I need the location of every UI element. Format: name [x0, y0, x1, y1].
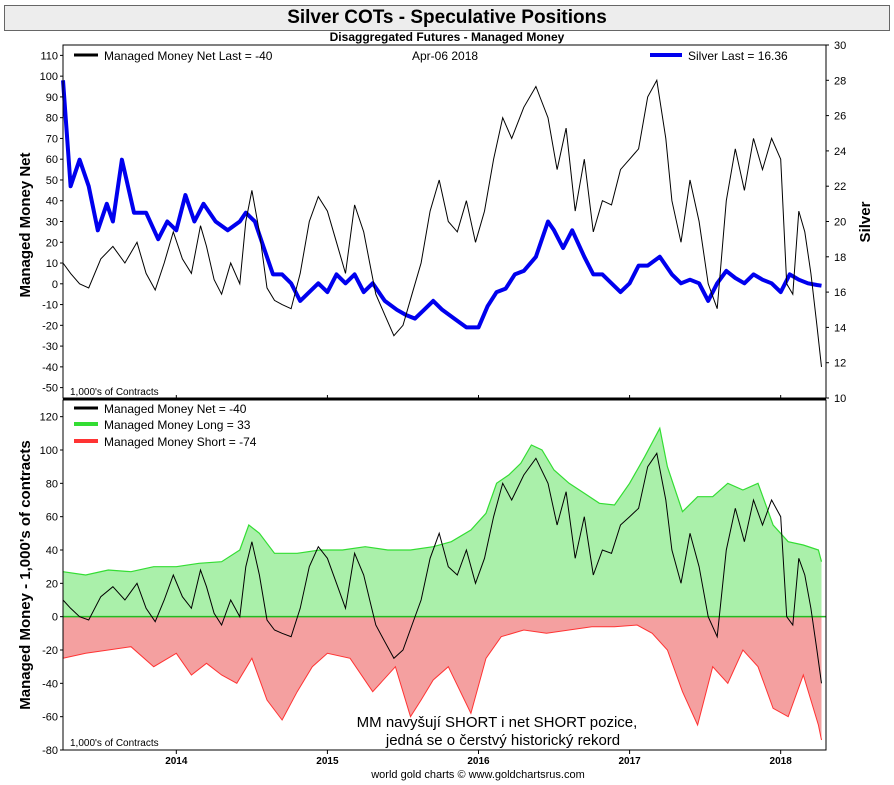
bottom-tick-label: -20: [42, 645, 58, 657]
top-right-tick-label: 24: [834, 146, 846, 158]
bottom-plot: [62, 426, 826, 741]
top-right-tick-label: 18: [834, 252, 846, 264]
bottom-tick-label: -80: [42, 745, 58, 757]
top-left-tick-label: 20: [46, 237, 58, 249]
top-right-tick-label: 10: [834, 393, 846, 405]
footer-credit: world gold charts © www.goldchartsrus.co…: [370, 769, 585, 781]
bottom-tick-label: 120: [40, 412, 58, 424]
top-left-tick-label: 40: [46, 196, 58, 208]
annotation-line-1: MM navyšují SHORT i net SHORT pozice,: [357, 714, 638, 731]
short-area: [63, 616, 822, 740]
top-left-tick-label: -10: [42, 300, 58, 312]
x-tick-label: 2017: [618, 756, 641, 767]
top-right-axis-label: Silver: [857, 201, 874, 242]
top-net-line: [62, 78, 822, 367]
bottom-tick-label: 40: [46, 545, 58, 557]
top-right-tick-label: 14: [834, 322, 846, 334]
top-right-tick-label: 16: [834, 287, 846, 299]
long-line: [62, 426, 823, 576]
chart-subtitle: Disaggregated Futures - Managed Money: [329, 30, 565, 44]
short-line: [62, 624, 822, 741]
top-legend: Managed Money Net Last = -40 Apr-06 2018…: [74, 49, 788, 63]
top-right-tick-label: 22: [834, 181, 846, 193]
top-left-tick-label: -50: [42, 383, 58, 395]
top-plot: [61, 78, 822, 367]
legend-net-label: Managed Money Net Last = -40: [104, 49, 273, 63]
top-right-tick-label: 30: [834, 40, 846, 52]
long-area: [63, 428, 822, 617]
legend-b-short-label: Managed Money Short = -74: [104, 435, 257, 449]
top-left-tick-label: 110: [40, 50, 58, 62]
bottom-tick-label: 60: [46, 512, 58, 524]
top-right-tick-label: 26: [834, 111, 846, 123]
legend-b-net-label: Managed Money Net = -40: [104, 402, 247, 416]
bottom-tick-label: 100: [40, 445, 58, 457]
top-left-tick-label: 100: [40, 71, 58, 83]
bottom-legend: Managed Money Net = -40 Managed Money Lo…: [74, 402, 257, 449]
top-left-tick-label: 60: [46, 154, 58, 166]
bottom-tick-label: 0: [52, 612, 58, 624]
x-tick-label: 2015: [316, 756, 339, 767]
top-left-tick-label: -40: [42, 362, 58, 374]
bottom-tick-label: -40: [42, 678, 58, 690]
legend-silver-label: Silver Last = 16.36: [688, 49, 788, 63]
top-left-tick-label: 70: [46, 133, 58, 145]
top-left-axis-label: Managed Money Net: [17, 152, 34, 297]
top-right-tick-label: 20: [834, 217, 846, 229]
top-right-tick-label: 28: [834, 75, 846, 87]
top-left-tick-label: 90: [46, 92, 58, 104]
top-left-tick-label: -30: [42, 341, 58, 353]
top-left-tick-label: -20: [42, 320, 58, 332]
silver-line: [61, 80, 822, 330]
top-right-tick-label: 12: [834, 358, 846, 370]
legend-date: Apr-06 2018: [412, 49, 478, 63]
bottom-tick-label: -60: [42, 712, 58, 724]
top-unit-note: 1,000's of Contracts: [70, 387, 159, 398]
top-left-tick-label: 80: [46, 113, 58, 125]
bottom-axis-label: Managed Money - 1,000's of contracts: [17, 440, 34, 709]
top-left-tick-label: 50: [46, 175, 58, 187]
legend-b-long-label: Managed Money Long = 33: [104, 418, 251, 432]
x-tick-label: 2018: [770, 756, 793, 767]
x-tick-label: 2016: [467, 756, 490, 767]
bottom-unit-note: 1,000's of Contracts: [70, 738, 159, 749]
top-left-tick-label: 10: [46, 258, 58, 270]
annotation-line-2: jedná se o čerstvý historický rekord: [385, 732, 620, 749]
bottom-tick-label: 80: [46, 478, 58, 490]
top-left-tick-label: 30: [46, 217, 58, 229]
bottom-net-line: [62, 452, 822, 684]
chart-title: Silver COTs - Speculative Positions: [4, 5, 890, 31]
x-tick-label: 2014: [165, 756, 188, 767]
top-left-tick-label: 0: [52, 279, 58, 291]
bottom-tick-label: 20: [46, 578, 58, 590]
